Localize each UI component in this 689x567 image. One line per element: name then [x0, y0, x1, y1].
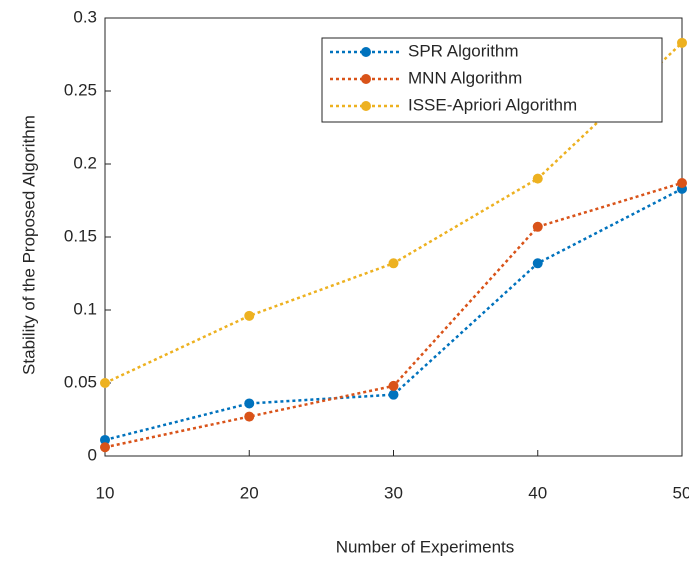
y-tick-label: 0.05 [64, 372, 97, 391]
series-marker [244, 310, 255, 321]
y-tick-label: 0.2 [73, 153, 97, 172]
y-tick-label: 0 [88, 445, 97, 464]
series-marker [100, 434, 110, 445]
legend-marker [361, 101, 371, 111]
x-tick-label: 30 [384, 483, 403, 502]
legend-marker [361, 47, 371, 57]
series-line [104, 187, 683, 442]
series-marker [532, 221, 543, 232]
series-marker [388, 258, 399, 269]
series-marker [244, 398, 255, 409]
series-marker [677, 177, 687, 188]
y-tick-label: 0.1 [73, 299, 97, 318]
legend-marker [361, 74, 371, 84]
x-tick-label: 50 [673, 483, 689, 502]
x-tick-label: 10 [96, 483, 115, 502]
series-marker [100, 378, 110, 388]
x-tick-label: 40 [528, 483, 547, 502]
series-marker [388, 389, 399, 400]
x-axis-label: Number of Experiments [336, 537, 515, 556]
series-marker [388, 380, 399, 391]
series-marker [244, 411, 255, 422]
series-marker [532, 173, 543, 184]
legend-label: MNN Algorithm [408, 68, 522, 87]
series-marker [532, 258, 543, 269]
series-marker [100, 442, 110, 453]
series-marker [677, 37, 687, 48]
y-tick-label: 0.3 [73, 7, 97, 26]
y-tick-label: 0.15 [64, 226, 97, 245]
y-axis-label: Stability of the Proposed Algorithm [19, 115, 38, 375]
x-tick-label: 20 [240, 483, 259, 502]
legend-label: SPR Algorithm [408, 41, 519, 60]
y-tick-label: 0.25 [64, 80, 97, 99]
legend-label: ISSE-Apriori Algorithm [408, 95, 577, 114]
